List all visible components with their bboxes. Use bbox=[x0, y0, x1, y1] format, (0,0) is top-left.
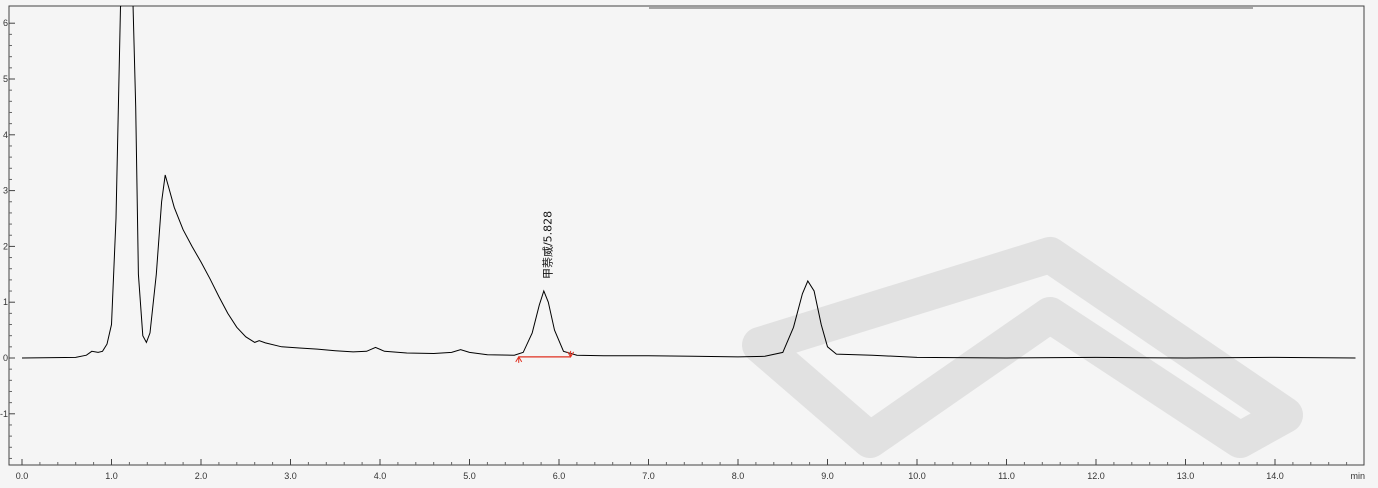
x-tick-label: 5.0 bbox=[463, 471, 476, 481]
plot-area: 甲萘威/5.828 bbox=[21, 6, 1356, 363]
x-tick-label: 4.0 bbox=[374, 471, 387, 481]
x-tick-label: 1.0 bbox=[105, 471, 118, 481]
y-tick-label: 4 bbox=[3, 130, 8, 140]
x-tick-label: 3.0 bbox=[284, 471, 297, 481]
y-tick-label: 1 bbox=[3, 297, 8, 307]
y-tick-label: 2 bbox=[3, 241, 8, 251]
x-tick-label: 11.0 bbox=[998, 471, 1015, 481]
x-tick-label: 10.0 bbox=[908, 471, 926, 481]
x-tick-label: 2.0 bbox=[195, 471, 208, 481]
y-tick-label: -1 bbox=[0, 409, 8, 419]
watermark-logo bbox=[742, 237, 1303, 458]
y-tick-label: 3 bbox=[3, 186, 8, 196]
peak-label: 甲萘威/5.828 bbox=[542, 211, 555, 279]
x-tick-label: 9.0 bbox=[821, 471, 834, 481]
y-tick-label: 6 bbox=[3, 18, 8, 28]
x-axis: 0.0 1.0 2.0 3.0 4.0 5.0 6.0 7.0 8.0 9.0 10.0 11.0 12… bbox=[16, 459, 1348, 481]
y-tick-label: 5 bbox=[3, 74, 8, 84]
x-tick-label: 14.0 bbox=[1266, 471, 1284, 481]
y-tick-label: 0 bbox=[3, 353, 8, 363]
x-axis-unit-label: min bbox=[1350, 471, 1365, 481]
peak-start-marker bbox=[515, 355, 523, 363]
x-tick-label: 13.0 bbox=[1177, 471, 1195, 481]
x-tick-label: 12.0 bbox=[1087, 471, 1105, 481]
x-tick-label: 7.0 bbox=[642, 471, 655, 481]
peak-annotations: 甲萘威/5.828 bbox=[515, 211, 575, 363]
peak-end-marker bbox=[567, 350, 575, 358]
y-axis: 6 5 4 3 2 1 0 -1 bbox=[0, 18, 15, 459]
x-tick-label: 8.0 bbox=[732, 471, 745, 481]
x-tick-label: 6.0 bbox=[553, 471, 566, 481]
chromatogram-trace bbox=[21, 6, 1356, 359]
x-tick-label: 0.0 bbox=[16, 471, 29, 481]
